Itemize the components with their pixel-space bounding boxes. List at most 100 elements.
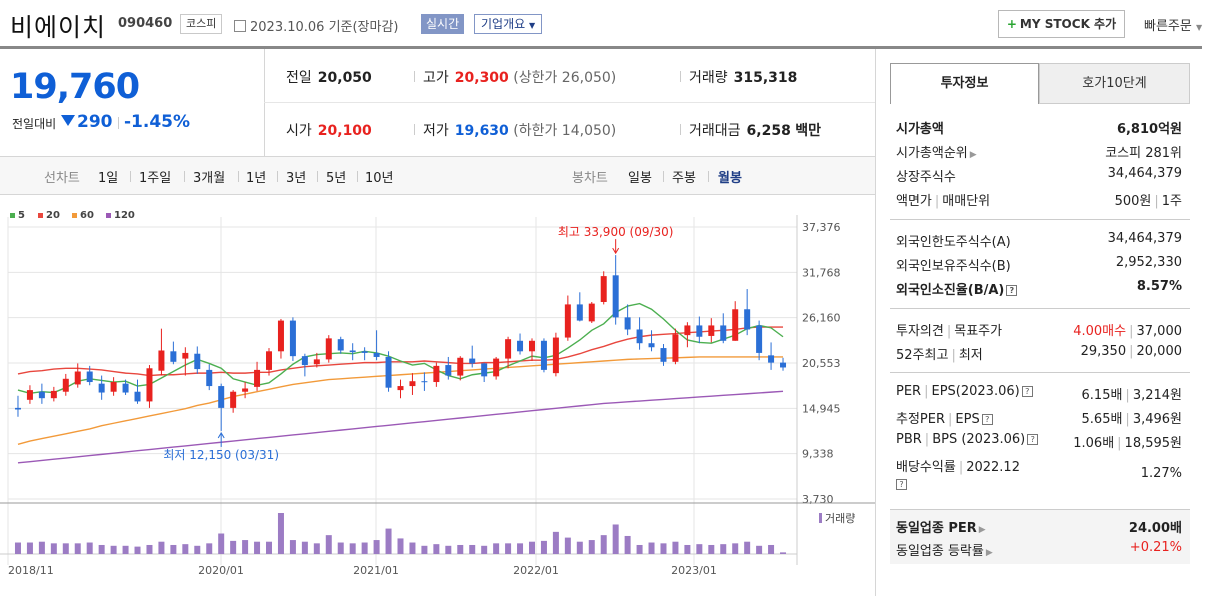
volume-bar xyxy=(349,543,356,554)
volume-bar xyxy=(744,541,751,554)
par-row: 액면가 | 매매단위 500원 | 1주 xyxy=(896,190,1186,213)
help-icon[interactable]: ? xyxy=(1006,285,1018,296)
divider xyxy=(238,171,239,182)
period-3y[interactable]: 3년 xyxy=(286,171,307,186)
w52-high-label: 52주최고 xyxy=(896,348,949,363)
industry-per-link[interactable]: 동일업종 PER ▶ xyxy=(896,517,986,536)
candle-body xyxy=(373,352,380,357)
par-value-label: 액면가 xyxy=(896,194,932,209)
volume-bar xyxy=(528,541,535,554)
amount-label: 거래대금 xyxy=(689,123,741,139)
candle-weekly[interactable]: 주봉 xyxy=(672,171,696,186)
volume-bar xyxy=(720,544,727,554)
volume-value: 315,318 xyxy=(733,70,798,86)
volume-bar xyxy=(361,542,368,554)
volume-bar xyxy=(648,542,655,554)
foreign-ratio-label: 외국인소진율(B/A)? xyxy=(896,279,1018,298)
w52-values: 29,350 | 20,000 xyxy=(1081,344,1182,359)
volume-bar xyxy=(313,543,320,554)
w52-low-label: 최저 xyxy=(958,348,983,363)
industry-change-link[interactable]: 동일업종 등락률 ▶ xyxy=(896,540,993,559)
target-label: 목표주가 xyxy=(954,324,1003,339)
est-per-label: 추정PER | EPS? xyxy=(896,408,993,427)
foreign-hold-row: 외국인보유주식수(B) 2,952,330 xyxy=(896,255,1186,278)
period-3m[interactable]: 3개월 xyxy=(193,171,226,186)
line-chart-label: 선차트 xyxy=(44,171,80,186)
volume-bar xyxy=(732,543,739,554)
volume-bar xyxy=(505,543,512,554)
bps-text: BPS (2023.06) xyxy=(932,432,1026,447)
divider xyxy=(890,308,1190,309)
candle-body xyxy=(266,351,273,370)
quick-order-button[interactable]: 빠른주문 ▼ xyxy=(1144,15,1202,34)
company-overview-button[interactable]: 기업개요 ▼ xyxy=(474,14,543,34)
period-10y[interactable]: 10년 xyxy=(365,171,394,186)
divider: | xyxy=(1125,412,1130,427)
volume-bar xyxy=(218,533,225,554)
help-icon[interactable]: ? xyxy=(1021,386,1033,397)
moving-average-ma120 xyxy=(17,390,784,464)
period-1y[interactable]: 1년 xyxy=(246,171,267,186)
pbr-row: PBR | BPS (2023.06)? 1.06배 | 18,595원 xyxy=(896,432,1186,455)
volume-bar xyxy=(708,544,715,554)
help-icon[interactable]: ? xyxy=(981,414,993,425)
candle-body xyxy=(98,383,105,393)
candle-body xyxy=(254,369,261,387)
candle-body xyxy=(433,365,440,383)
tab-investment-info[interactable]: 투자정보 xyxy=(890,63,1039,104)
divider: | xyxy=(1125,388,1130,403)
candle-body xyxy=(38,391,45,399)
market-cap-rank-link[interactable]: 시가총액순위 ▶ xyxy=(896,142,977,161)
period-1w[interactable]: 1주일 xyxy=(139,171,172,186)
est-per-text: 추정PER xyxy=(896,412,946,427)
industry-change-value: +0.21% xyxy=(1129,540,1182,555)
foreign-ratio-value: 8.57% xyxy=(1136,279,1182,294)
est-per-value: 5.65배 xyxy=(1081,412,1123,427)
par-label: 액면가 | 매매단위 xyxy=(896,190,990,209)
market-cap-label: 시가총액 xyxy=(896,122,944,137)
est-eps-value: 3,496원 xyxy=(1132,412,1182,427)
period-5y[interactable]: 5년 xyxy=(326,171,347,186)
divider: | xyxy=(924,432,930,447)
divider: | xyxy=(1129,344,1134,359)
candle-body xyxy=(720,325,727,341)
volume-bar xyxy=(445,545,452,554)
chevron-down-icon: ▼ xyxy=(529,21,536,30)
amount-value: 6,258 xyxy=(746,123,791,139)
candle-body xyxy=(780,362,787,368)
realtime-badge[interactable]: 실시간 xyxy=(421,14,465,34)
foreign-limit-row: 외국인한도주식수(A) 34,464,379 xyxy=(896,231,1186,254)
plus-icon: + xyxy=(1006,17,1017,31)
volume-bar xyxy=(230,540,237,554)
candle-monthly[interactable]: 월봉 xyxy=(718,171,742,186)
header-divider xyxy=(0,46,1202,49)
volume-bar xyxy=(325,535,332,554)
price-summary: 19,760 전일대비 290 -1.45% xyxy=(0,49,875,157)
candle-body xyxy=(50,390,57,399)
y-tick-label: 9,338 xyxy=(802,448,834,461)
candle-body xyxy=(110,382,117,392)
per-row: PER | EPS(2023.06)? 6.15배 | 3,214원 xyxy=(896,384,1186,407)
help-icon[interactable]: ? xyxy=(1027,434,1039,445)
volume-bar xyxy=(337,542,344,554)
quick-order-label: 빠른주문 xyxy=(1144,19,1192,34)
down-triangle-icon xyxy=(61,115,75,126)
dividend-text: 배당수익률 xyxy=(896,460,956,475)
industry-change-label: 동일업종 등락률 xyxy=(896,544,984,559)
period-1d[interactable]: 1일 xyxy=(98,171,119,186)
divider: | xyxy=(1117,436,1122,451)
add-mystock-button[interactable]: + MY STOCK 추가 xyxy=(998,10,1125,38)
min-arrow-head xyxy=(217,431,225,439)
opinion-values: 4.00매수 | 37,000 xyxy=(1073,320,1182,339)
candle-body xyxy=(768,355,775,363)
candle-daily[interactable]: 일봉 xyxy=(628,171,652,186)
market-badge: 코스피 xyxy=(180,14,223,34)
volume-bar xyxy=(110,545,117,554)
volume-bar xyxy=(170,544,177,554)
high-value: 20,300 xyxy=(454,70,509,86)
candle-body xyxy=(313,359,320,365)
volume-bar xyxy=(242,540,249,554)
help-icon[interactable]: ? xyxy=(896,479,907,490)
tab-orderbook[interactable]: 호가10단계 xyxy=(1039,63,1190,104)
foreign-limit-value: 34,464,379 xyxy=(1107,231,1182,246)
